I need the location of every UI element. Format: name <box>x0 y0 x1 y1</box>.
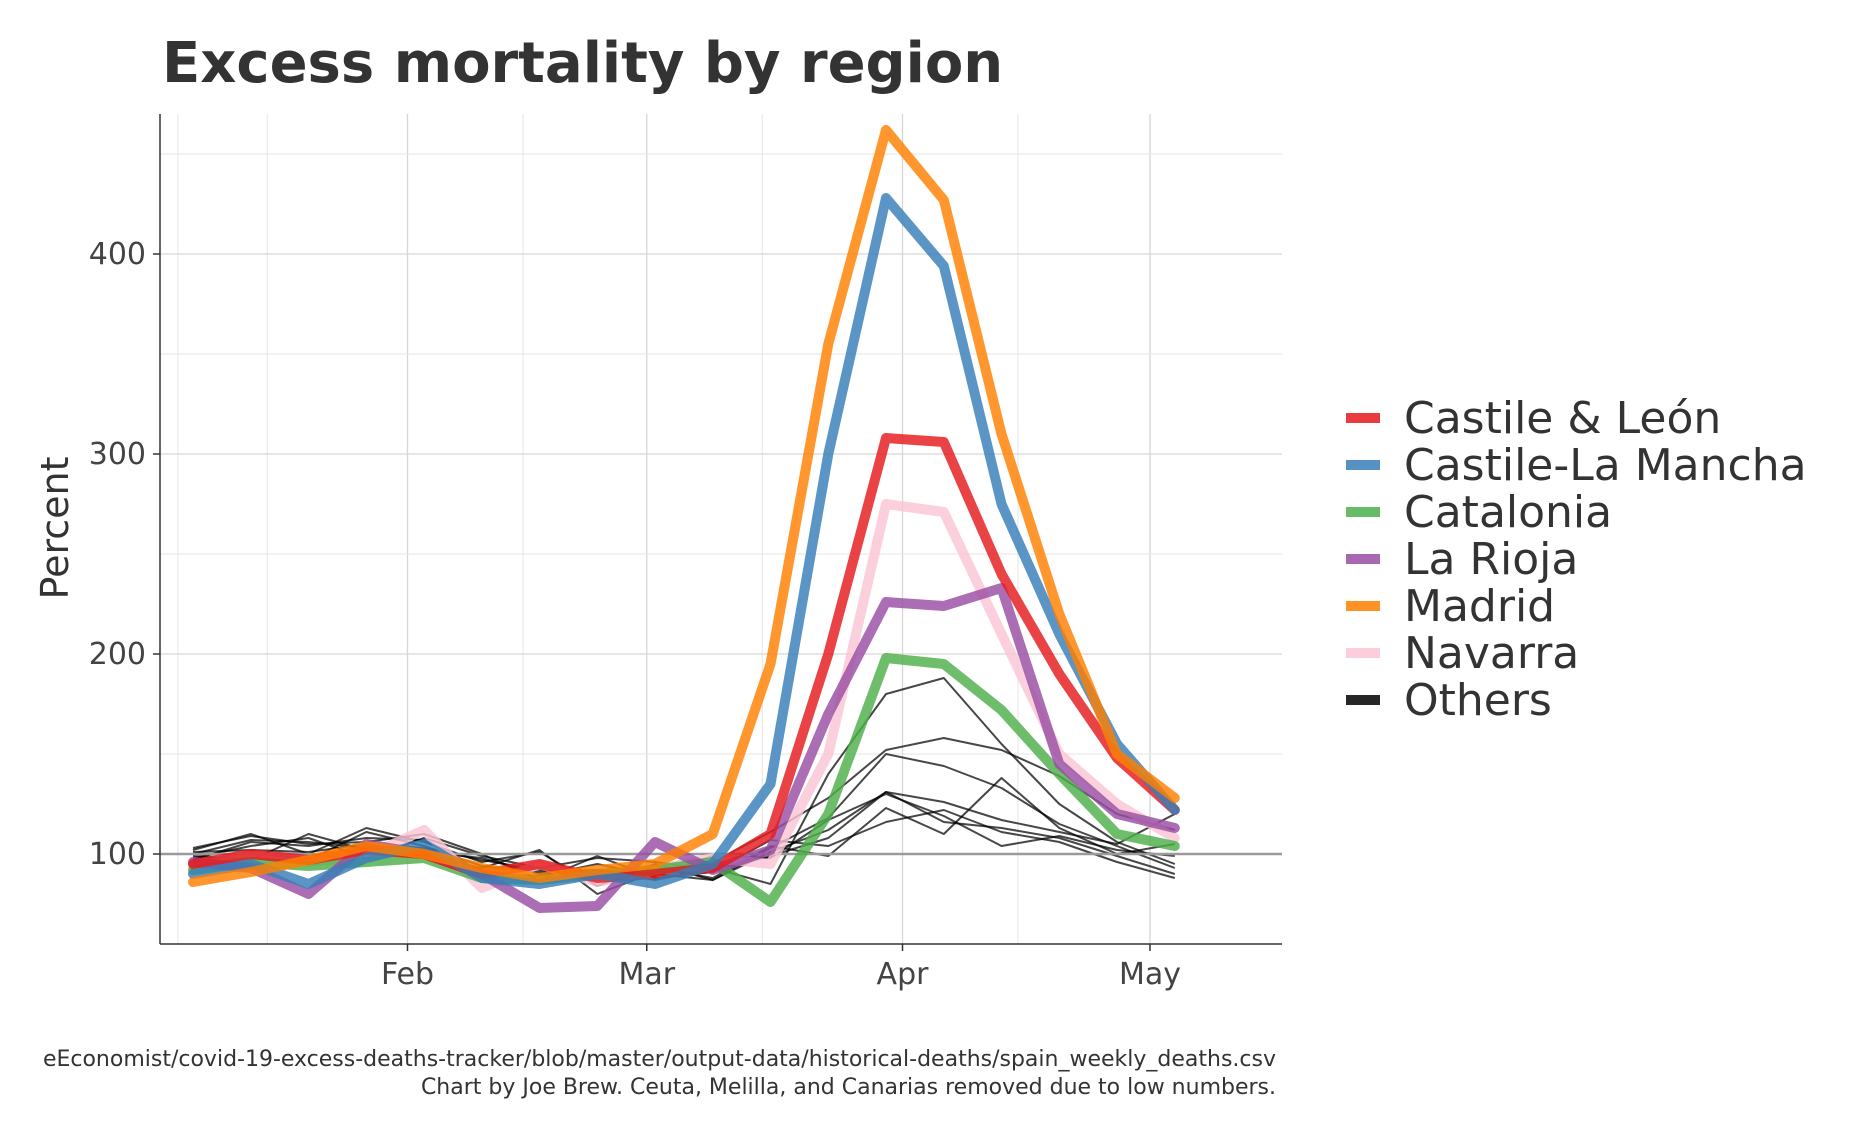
legend-label-catalonia: Catalonia <box>1404 487 1612 538</box>
highlighted-series-lines <box>188 125 1180 913</box>
x-tick-label: Apr <box>877 957 930 992</box>
series-line-madrid <box>188 125 1180 887</box>
y-tick-label: 200 <box>89 637 146 672</box>
x-tick-label: May <box>1119 957 1181 992</box>
tick-labels: 100 200 300 400 Feb Mar Apr May <box>89 237 1181 992</box>
legend-label-others: Others <box>1404 675 1552 726</box>
y-tick-label: 400 <box>89 237 146 272</box>
legend-label-castile-le-n: Castile & León <box>1404 393 1721 444</box>
series-line-la-rioja <box>188 583 1180 913</box>
y-axis-title: Percent <box>33 457 77 600</box>
x-tick-label: Mar <box>618 957 675 992</box>
caption: eEconomist/covid-19-excess-deaths-tracke… <box>43 1047 1276 1100</box>
legend-label-la-rioja: La Rioja <box>1404 534 1578 585</box>
caption-line-1: eEconomist/covid-19-excess-deaths-tracke… <box>43 1047 1276 1072</box>
legend-label-navarra: Navarra <box>1404 628 1579 679</box>
legend-label-madrid: Madrid <box>1404 581 1555 632</box>
chart-title: Excess mortality by region <box>162 31 1003 96</box>
series-line-castile-la-mancha <box>188 193 1180 889</box>
x-tick-label: Feb <box>381 957 434 992</box>
legend-label-castile-la-mancha: Castile-La Mancha <box>1404 440 1807 491</box>
axes <box>159 114 1282 945</box>
y-tick-label: 100 <box>89 837 146 872</box>
y-tick-label: 300 <box>89 437 146 472</box>
caption-line-2: Chart by Joe Brew. Ceuta, Melilla, and C… <box>421 1075 1276 1100</box>
